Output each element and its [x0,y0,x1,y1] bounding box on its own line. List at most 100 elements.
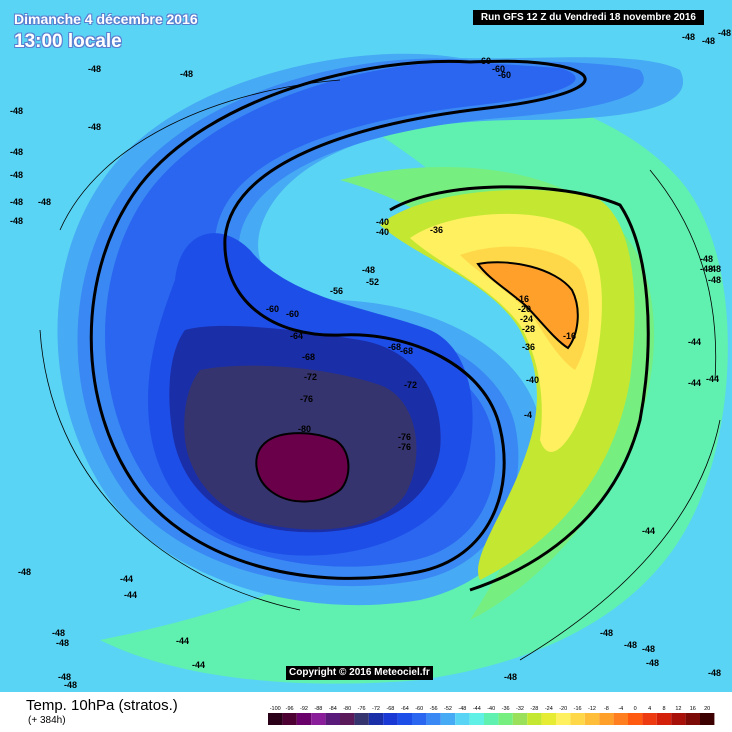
isotherm-label: -60 [492,64,505,74]
isotherm-label: -60 [286,309,299,319]
legend-swatch [656,713,672,725]
legend-swatch [455,713,470,725]
isotherm-label: -40 [526,375,539,385]
isotherm-thick-outer [89,59,587,580]
isotherm-label: -56 [330,286,343,296]
legend-tick-label: -36 [502,706,510,712]
legend-tick-label: 16 [690,706,696,712]
legend-tick-label: -4 [618,706,623,712]
color-legend: -100 -96 -92 -88 -84 -80 -76 -72 -68 -64 -60 -56 -52… [268,706,715,725]
isotherm-label: -40 [376,217,389,227]
isotherm-thick-east [389,185,650,592]
isotherm-label: -48 [52,628,65,638]
legend-swatch [296,713,312,725]
isotherm-label: -48 [504,672,517,682]
isotherm-label: -72 [304,372,317,382]
legend-swatch [325,713,340,725]
legend-swatch [628,713,643,725]
isotherm-label: -48 [10,106,23,116]
isotherm-label: -60 [478,56,491,66]
isotherm-label: -16 [563,331,576,341]
legend-swatch [584,713,600,725]
legend-tick-label: 20 [704,706,710,712]
map-area: -60 -60 -60 -48 -48 -48 -48 -48 -48 -48 -48 -48 -48-… [0,0,732,692]
legend-swatch [671,713,686,725]
isotherm-label: -20 [518,304,531,314]
legend-swatch [311,713,326,725]
legend-swatch [412,713,427,725]
legend-tick-label: -16 [574,706,582,712]
isotherm-label: -48 [624,640,637,650]
isotherm-label: -48 [700,264,713,274]
isotherm-label: -48 [10,147,23,157]
isotherm-label: -44 [176,636,189,646]
legend-tick-label: -72 [372,706,380,712]
legend-tick-label: -88 [314,706,322,712]
isotherm-thin-4 [649,169,717,381]
legend-tick-label: -80 [343,706,351,712]
legend-swatch [340,713,355,725]
legend-tick-label: -48 [458,706,466,712]
isotherm-label: -68 [388,342,401,352]
isotherm-label: -52 [366,277,379,287]
isotherm-label: -68 [302,352,315,362]
legend-tick-label: -64 [401,706,409,712]
isotherm-label: -60 [498,70,511,80]
legend-tick-label: -8 [604,706,609,712]
isotherm-label: -76 [300,394,313,404]
isotherm-label: -48 [362,265,375,275]
legend-swatch [570,713,585,725]
isotherm-label: -48 [38,197,51,207]
legend-tick-label: -40 [487,706,495,712]
legend-swatch [700,713,715,725]
isotherm-label: -44 [192,660,205,670]
isotherm-label: -44 [642,526,655,536]
legend-tick-label: -96 [286,706,294,712]
forecast-date: Dimanche 4 décembre 2016 [14,11,198,27]
legend-tick-label: 12 [675,706,681,712]
forecast-lead-time: (+ 384h) [28,715,66,726]
isotherm-label: -48 [64,680,77,690]
isotherm-label: -48 [718,28,731,38]
legend-tick-label: -56 [430,706,438,712]
model-run-banner: Run GFS 12 Z du Vendredi 18 novembre 201… [472,10,704,25]
isotherm-labels: -60-60-60-48 -48-48-48-48-48-48 -48-48-48-… [10,28,731,690]
legend-tick-label: -68 [386,706,394,712]
legend-swatch [397,713,412,725]
isotherm-label: -44 [706,374,719,384]
legend-swatch [440,713,456,725]
legend-swatch [685,713,700,725]
legend-swatch [484,713,499,725]
legend-swatch [556,713,571,725]
footer: Temp. 10hPa (stratos.) (+ 384h) [0,692,732,732]
isotherm-label: -48 [642,644,655,654]
legend-tick-label: -24 [545,706,553,712]
isotherm-label: -80 [298,424,311,434]
legend-swatch [498,713,513,725]
isotherm-label: -44 [688,337,701,347]
legend-tick-label: -12 [588,706,596,712]
legend-swatch [613,713,628,725]
isotherm-label: -16 [516,294,529,304]
temperature-map: -60-60-60-48 -48-48-48-48-48-48 -48-48-48-… [0,0,732,692]
legend-swatch [642,713,657,725]
legend-swatch [383,713,398,725]
legend-tick-label: -76 [358,706,366,712]
legend-tick-label: -84 [329,706,337,712]
legend-swatch [469,713,484,725]
isotherm-label: -68 [400,346,413,356]
isotherm-label: -28 [522,324,535,334]
isotherm-label: -48 [708,275,721,285]
isotherm-label: -44 [688,378,701,388]
isotherm-label: -44 [120,574,133,584]
isotherm-label: -4 [524,410,532,420]
warm-band-orange [476,261,579,350]
isotherm-label: -64 [290,331,303,341]
legend-swatch [426,713,441,725]
legend-tick-label: -44 [473,706,481,712]
legend-tick-label: 4 [648,706,651,712]
legend-tick-label: -60 [415,706,423,712]
legend-tick-label: -20 [559,706,567,712]
legend-swatch [541,713,556,725]
isotherm-label: -48 [88,64,101,74]
